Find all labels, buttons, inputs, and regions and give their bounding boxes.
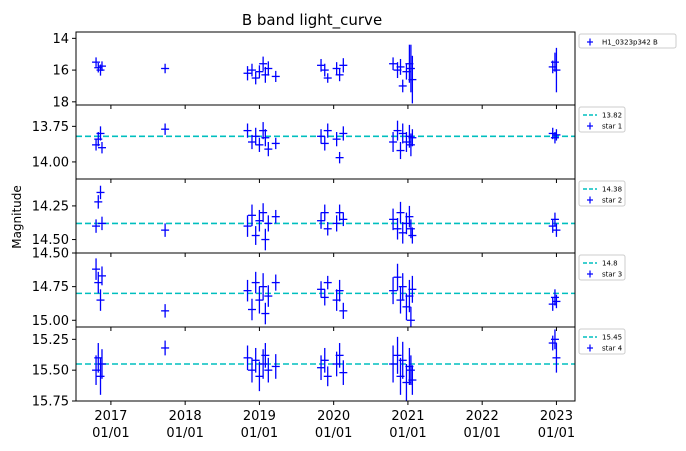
legend-series-label: star 3	[602, 271, 622, 279]
axes-frame	[75, 252, 576, 328]
y-tick-label: 15.25	[32, 333, 69, 348]
axes-frame	[75, 104, 576, 180]
x-tick-label-year: 2022	[466, 409, 499, 424]
y-tick-label: 18	[52, 95, 69, 110]
legend-series-label: star 4	[602, 345, 623, 353]
legend-series-label: star 2	[602, 197, 622, 205]
legend-reference-label: 14.38	[602, 186, 622, 194]
chart-title: B band light_curve	[242, 11, 382, 30]
y-tick-label: 14.50	[32, 233, 69, 248]
x-tick-label-year: 2017	[94, 409, 127, 424]
legend-series-label: star 1	[602, 123, 622, 131]
panel-4: 14.50 14.75 15.00 14.8 star 3	[32, 247, 626, 331]
x-tick-label-date: 01/01	[92, 426, 129, 441]
legend: H1_0323p342 B	[578, 33, 677, 49]
x-tick-label-year: 2020	[317, 409, 350, 424]
legend: 14.38 star 2	[578, 180, 626, 207]
legend-reference-label: 13.82	[602, 112, 622, 120]
panel-1: 14 16 18 H1_0323p342 B	[52, 31, 677, 110]
data-points	[92, 44, 561, 104]
x-tick-label-date: 01/01	[538, 426, 575, 441]
y-tick-label: 13.75	[32, 120, 69, 135]
axes-frame	[75, 178, 576, 254]
data-points	[92, 185, 561, 251]
panel-2: 13.75 14.00 13.82 star 1	[32, 104, 626, 183]
panel-3: 14.25 14.50 14.38 star 2	[32, 178, 626, 257]
legend: 13.82 star 1	[578, 106, 626, 133]
legend-series-label: H1_0323p342 B	[602, 39, 658, 47]
y-tick-label: 14	[52, 32, 69, 47]
y-tick-label: 16	[52, 64, 69, 79]
y-axis-label: Magnitude	[10, 185, 24, 249]
x-tick-label-year: 2021	[391, 409, 424, 424]
x-tick-label-year: 2018	[169, 409, 202, 424]
x-tick-label-year: 2023	[540, 409, 573, 424]
axes-frame	[75, 31, 576, 106]
y-tick-label: 15.00	[32, 314, 69, 329]
panels: 14 16 18 H1_0323p342 B 13.75 14.00 13.82 star 1…	[32, 31, 677, 410]
y-tick-label: 14.25	[32, 199, 69, 214]
x-tick-label-date: 01/01	[389, 426, 426, 441]
y-tick-label: 14.75	[32, 280, 69, 295]
legend-reference-label: 14.8	[602, 260, 618, 268]
data-points	[92, 258, 561, 327]
x-tick-label-date: 01/01	[463, 426, 500, 441]
axes-frame	[75, 326, 576, 402]
x-tick-label-year: 2019	[243, 409, 276, 424]
y-tick-label: 15.50	[32, 364, 69, 379]
y-tick-label: 14.00	[32, 155, 69, 170]
legend-box	[578, 33, 677, 49]
data-points	[92, 329, 561, 401]
x-tick-label-date: 01/01	[315, 426, 352, 441]
legend-reference-label: 15.45	[602, 334, 622, 342]
x-tick-label-date: 01/01	[241, 426, 278, 441]
legend: 14.8 star 3	[578, 254, 626, 281]
y-tick-label: 14.50	[32, 247, 69, 262]
y-tick-label: 15.75	[32, 395, 69, 410]
x-axis-ticks: 2017 01/01 2018 01/01 2019 01/01 2020 01/01 2021…	[92, 409, 575, 441]
data-points	[92, 120, 561, 164]
x-tick-label-date: 01/01	[166, 426, 203, 441]
panel-5: 15.25 15.50 15.75 15.45 star 4	[32, 326, 626, 410]
legend: 15.45 star 4	[578, 328, 626, 355]
